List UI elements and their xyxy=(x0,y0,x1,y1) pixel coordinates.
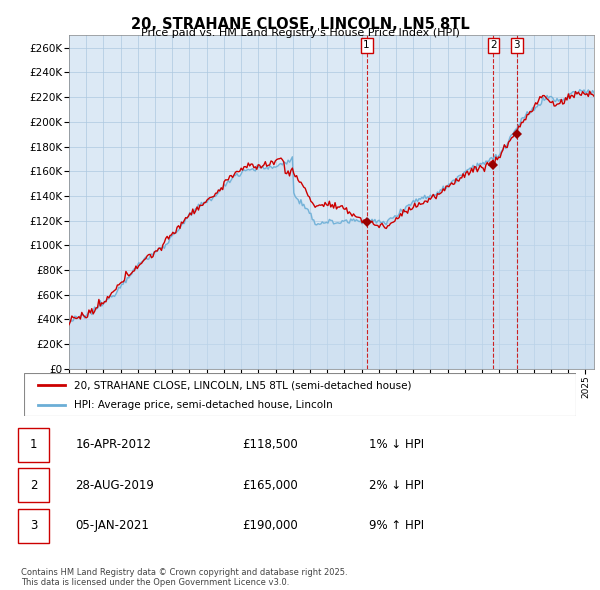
Text: £190,000: £190,000 xyxy=(242,519,298,532)
Text: 20, STRAHANE CLOSE, LINCOLN, LN5 8TL: 20, STRAHANE CLOSE, LINCOLN, LN5 8TL xyxy=(131,17,469,31)
Text: HPI: Average price, semi-detached house, Lincoln: HPI: Average price, semi-detached house,… xyxy=(74,401,332,410)
Text: £165,000: £165,000 xyxy=(242,478,298,492)
Text: 1: 1 xyxy=(364,40,370,50)
Text: 05-JAN-2021: 05-JAN-2021 xyxy=(76,519,149,532)
Text: 28-AUG-2019: 28-AUG-2019 xyxy=(76,478,154,492)
Bar xyxy=(18,428,49,462)
Text: 2% ↓ HPI: 2% ↓ HPI xyxy=(369,478,424,492)
Text: 2: 2 xyxy=(490,40,497,50)
Text: 2: 2 xyxy=(30,478,37,492)
Text: £118,500: £118,500 xyxy=(242,438,298,451)
Bar xyxy=(18,509,49,543)
Text: 1: 1 xyxy=(30,438,37,451)
Text: 3: 3 xyxy=(514,40,520,50)
Text: Price paid vs. HM Land Registry's House Price Index (HPI): Price paid vs. HM Land Registry's House … xyxy=(140,28,460,38)
Text: 1% ↓ HPI: 1% ↓ HPI xyxy=(369,438,424,451)
Text: 9% ↑ HPI: 9% ↑ HPI xyxy=(369,519,424,532)
Text: 3: 3 xyxy=(30,519,37,532)
Text: Contains HM Land Registry data © Crown copyright and database right 2025.
This d: Contains HM Land Registry data © Crown c… xyxy=(21,568,347,587)
Text: 16-APR-2012: 16-APR-2012 xyxy=(76,438,151,451)
Bar xyxy=(18,468,49,502)
Text: 20, STRAHANE CLOSE, LINCOLN, LN5 8TL (semi-detached house): 20, STRAHANE CLOSE, LINCOLN, LN5 8TL (se… xyxy=(74,381,411,391)
